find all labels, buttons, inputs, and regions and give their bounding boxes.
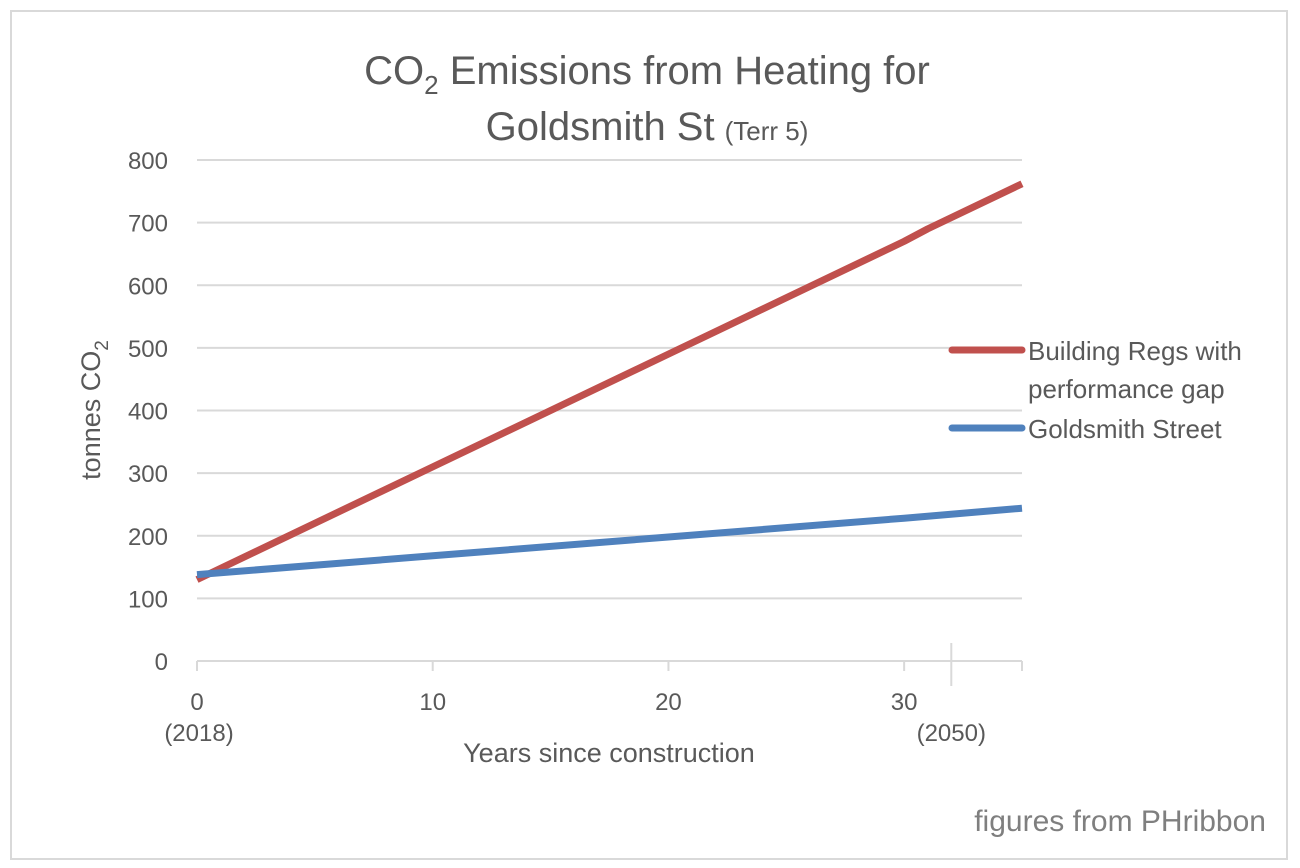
chart-frame: [10, 10, 1288, 860]
x-year-annotation: (2018): [164, 720, 233, 747]
x-tick-label: 10: [419, 689, 446, 716]
series-line-1: [196, 504, 1023, 579]
x-tick-label: 20: [655, 689, 682, 716]
legend-label-1: Goldsmith Street: [1028, 414, 1222, 444]
title-subscript: 2: [424, 70, 438, 100]
y-tick-label: 300: [128, 461, 168, 488]
x-year-annotation: (2050): [917, 720, 986, 747]
legend: Building Regs with performance gap Goldsmi…: [948, 336, 1242, 444]
title-rest: Emissions from Heating for: [439, 49, 930, 93]
axes: [196, 643, 1023, 686]
title-small: (Terr 5): [725, 116, 809, 146]
chart-title-line1: CO2 Emissions from Heating for: [364, 49, 930, 100]
y-tick-label: 0: [155, 649, 168, 676]
y-axis-title: tonnes CO2: [76, 340, 113, 480]
tick-labels: 0 100 200 300 400 500 600 700 800 0 10 20 30 (2018) (2…: [128, 148, 986, 747]
y-axis-title-sub: 2: [92, 340, 113, 351]
series-lines: [195, 180, 1024, 583]
source-note: figures from PHribbon: [974, 805, 1266, 838]
y-tick-label: 600: [128, 273, 168, 300]
y-tick-label: 200: [128, 524, 168, 551]
title-co: CO: [364, 49, 424, 93]
legend-label-0: Building Regs with: [1028, 336, 1242, 366]
y-tick-label: 700: [128, 211, 168, 238]
y-axis-title-main: tonnes CO: [76, 351, 106, 480]
y-tick-label: 500: [128, 336, 168, 363]
legend-label-0: performance gap: [1028, 374, 1225, 404]
gridlines: [197, 159, 1022, 600]
y-tick-label: 100: [128, 586, 168, 613]
series-line-0: [195, 180, 1024, 583]
x-tick-label: 0: [190, 689, 203, 716]
y-tick-label: 400: [128, 399, 168, 426]
x-axis-title: Years since construction: [463, 738, 755, 768]
chart-title-line2: Goldsmith St (Terr 5): [486, 105, 809, 149]
x-tick-label: 30: [891, 689, 918, 716]
y-tick-label: 800: [128, 148, 168, 175]
title-main: Goldsmith St: [486, 105, 715, 149]
